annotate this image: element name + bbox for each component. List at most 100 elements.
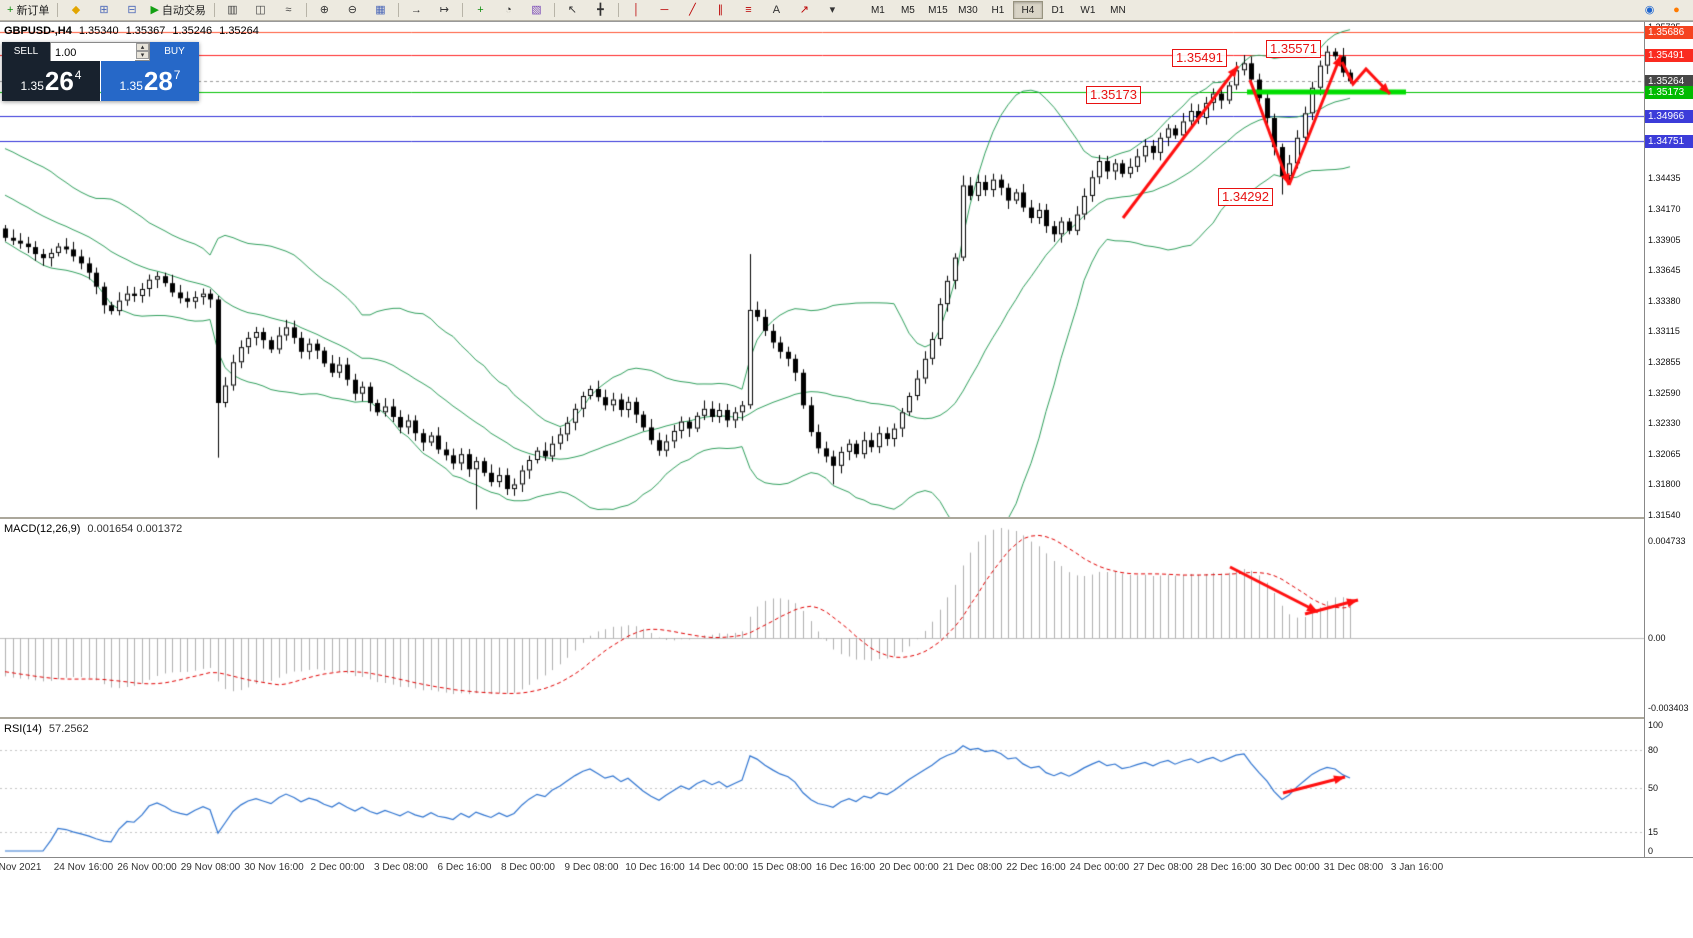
zoom-in-icon: ⊕ bbox=[319, 3, 330, 16]
arrows-icon: ↗ bbox=[799, 3, 810, 16]
macd-indicator-header: MACD(12,26,9) 0.001654 0.001372 bbox=[4, 523, 182, 535]
autotrading-icon: ▶ bbox=[150, 3, 159, 16]
fibonacci-button[interactable]: ≡ bbox=[735, 1, 762, 20]
toolbar-separator bbox=[213, 3, 215, 17]
new-chart-button[interactable]: ◆ bbox=[62, 1, 89, 20]
time-axis-label: 21 Dec 08:00 bbox=[942, 862, 1003, 873]
community-button[interactable]: ◉ bbox=[1636, 1, 1663, 20]
timeframe-mn-button[interactable]: MN bbox=[1110, 4, 1126, 16]
candlestick-chart-icon: ◫ bbox=[255, 3, 266, 16]
timeframe-h1-button[interactable]: H1 bbox=[991, 4, 1005, 16]
more-tools-button[interactable]: ▾ bbox=[819, 1, 846, 20]
panel-splitter[interactable] bbox=[0, 517, 1693, 519]
zoom-in-button[interactable]: ⊕ bbox=[311, 1, 338, 20]
timeframe-m5-button[interactable]: M5 bbox=[900, 4, 915, 16]
data-window-icon: ⊟ bbox=[127, 3, 137, 16]
mt4-terminal: + 新订单 ◆ ⊞ ⊟ ▶ 自动交易 ▥ ◫ ≈ ⊕ ⊖ ▦ → ↦ + ◔ ▧ ↖ ╋ │ ─ ╱ ∥ ≡ A ↗ ▾ M1 M5 M15… bbox=[0, 0, 1693, 879]
timeframe-m30-button[interactable]: M30 bbox=[958, 4, 978, 16]
timeframe-h4-button[interactable]: H4 bbox=[1012, 1, 1043, 19]
rsi-panel-canvas[interactable] bbox=[0, 719, 1645, 857]
autotrading-button[interactable]: ▶ 自动交易 bbox=[146, 1, 209, 20]
panel-splitter[interactable] bbox=[0, 717, 1693, 719]
notifications-button[interactable]: ● bbox=[1663, 1, 1690, 20]
channel-button[interactable]: ∥ bbox=[707, 1, 734, 20]
price-marker: 1.34966 bbox=[1645, 109, 1693, 123]
time-axis-label: Nov 2021 bbox=[0, 862, 42, 873]
ask-price-prefix: 1.35 bbox=[119, 78, 143, 93]
notification-badge-icon: ● bbox=[1673, 3, 1680, 16]
bar-open-value: 1.35340 bbox=[78, 25, 119, 37]
time-axis-label: 10 Dec 16:00 bbox=[625, 862, 685, 873]
volume-control: ▴ ▾ bbox=[50, 42, 150, 62]
time-axis-label: 3 Jan 16:00 bbox=[1390, 862, 1444, 873]
vertical-line-icon: │ bbox=[632, 3, 640, 16]
price-annotation-box[interactable]: 1.34292 bbox=[1218, 188, 1273, 206]
data-window-button[interactable]: ⊟ bbox=[118, 1, 145, 20]
line-chart-button[interactable]: ≈ bbox=[275, 1, 302, 20]
horizontal-line-button[interactable]: ─ bbox=[651, 1, 678, 20]
channel-icon: ∥ bbox=[717, 3, 724, 16]
buy-button[interactable]: BUY bbox=[150, 42, 199, 61]
templates-icon: ▧ bbox=[531, 3, 542, 16]
timeframe-m1-button[interactable]: M1 bbox=[870, 4, 885, 16]
time-axis-label: 2 Dec 00:00 bbox=[310, 862, 365, 873]
indicators-button[interactable]: + bbox=[467, 1, 494, 20]
indicators-icon: + bbox=[477, 3, 484, 16]
volume-increment-button[interactable]: ▴ bbox=[136, 43, 149, 51]
vertical-line-button[interactable]: │ bbox=[623, 1, 650, 20]
bid-price-display[interactable]: 1.35 26 4 bbox=[2, 61, 100, 101]
price-marker: 1.35264 bbox=[1645, 74, 1693, 88]
new-order-label: 新订单 bbox=[16, 5, 50, 17]
price-tick-label: 1.32330 bbox=[1648, 417, 1681, 428]
trendline-button[interactable]: ╱ bbox=[679, 1, 706, 20]
text-button[interactable]: A bbox=[763, 1, 790, 20]
toolbar-separator bbox=[617, 3, 619, 17]
time-axis-label: 29 Nov 08:00 bbox=[180, 862, 241, 873]
crosshair-button[interactable]: ╋ bbox=[587, 1, 614, 20]
fibonacci-icon: ≡ bbox=[745, 3, 752, 16]
price-annotation-box[interactable]: 1.35571 bbox=[1266, 40, 1321, 58]
arrows-button[interactable]: ↗ bbox=[791, 1, 818, 20]
time-axis-label: 3 Dec 08:00 bbox=[374, 862, 428, 873]
profiles-button[interactable]: ⊞ bbox=[90, 1, 117, 20]
new-order-button[interactable]: + 新订单 bbox=[3, 1, 53, 20]
rsi-indicator-header: RSI(14) 57.2562 bbox=[4, 723, 89, 735]
toolbar-right-icons: ◉ ● bbox=[1636, 1, 1690, 20]
zoom-out-button[interactable]: ⊖ bbox=[339, 1, 366, 20]
main-chart-canvas[interactable] bbox=[0, 22, 1645, 517]
volume-decrement-button[interactable]: ▾ bbox=[136, 51, 149, 59]
periods-button[interactable]: ◔ bbox=[495, 1, 522, 20]
bar-chart-button[interactable]: ▥ bbox=[219, 1, 246, 20]
tile-windows-button[interactable]: ▦ bbox=[367, 1, 394, 20]
timeframe-w1-button[interactable]: W1 bbox=[1080, 4, 1096, 16]
quote-header: GBPUSD-,H4 1.35340 1.35367 1.35246 1.352… bbox=[4, 25, 259, 37]
time-axis-label: 24 Nov 16:00 bbox=[53, 862, 114, 873]
ask-price-display[interactable]: 1.35 28 7 bbox=[101, 61, 199, 101]
auto-scroll-button[interactable]: → bbox=[403, 1, 430, 20]
price-tick-label: 1.31540 bbox=[1648, 509, 1681, 520]
main-toolbar: + 新订单 ◆ ⊞ ⊟ ▶ 自动交易 ▥ ◫ ≈ ⊕ ⊖ ▦ → ↦ + ◔ ▧ ↖ ╋ │ ─ ╱ ∥ ≡ A ↗ ▾ M1 M5 M15… bbox=[0, 0, 1693, 21]
time-axis-label: 16 Dec 16:00 bbox=[815, 862, 876, 873]
candlestick-chart-button[interactable]: ◫ bbox=[247, 1, 274, 20]
price-annotation-box[interactable]: 1.35491 bbox=[1172, 49, 1227, 67]
profiles-icon: ⊞ bbox=[99, 3, 109, 16]
price-annotation-box[interactable]: 1.35173 bbox=[1086, 86, 1141, 104]
tile-windows-icon: ▦ bbox=[375, 3, 386, 16]
templates-button[interactable]: ▧ bbox=[523, 1, 550, 20]
timeframe-m15-button[interactable]: M15 bbox=[928, 4, 948, 16]
chart-shift-button[interactable]: ↦ bbox=[431, 1, 458, 20]
bar-high-value: 1.35367 bbox=[125, 25, 166, 37]
price-scale[interactable]: 1.357351.344351.341701.339051.336451.333… bbox=[1644, 22, 1693, 857]
volume-steppers: ▴ ▾ bbox=[136, 43, 149, 60]
sell-button[interactable]: SELL bbox=[2, 42, 50, 61]
rsi-scale-label: 80 bbox=[1648, 745, 1659, 756]
cursor-button[interactable]: ↖ bbox=[559, 1, 586, 20]
timeframe-d1-button[interactable]: D1 bbox=[1051, 4, 1065, 16]
price-tick-label: 1.33645 bbox=[1648, 264, 1681, 275]
macd-panel-canvas[interactable] bbox=[0, 519, 1645, 717]
volume-input[interactable] bbox=[51, 44, 135, 62]
time-axis-label: 28 Dec 16:00 bbox=[1196, 862, 1257, 873]
auto-scroll-icon: → bbox=[410, 3, 422, 16]
time-axis[interactable]: Nov 2021 24 Nov 16:00 26 Nov 00:00 29 Nov 0… bbox=[0, 857, 1693, 879]
price-tick-label: 1.33115 bbox=[1648, 326, 1680, 337]
